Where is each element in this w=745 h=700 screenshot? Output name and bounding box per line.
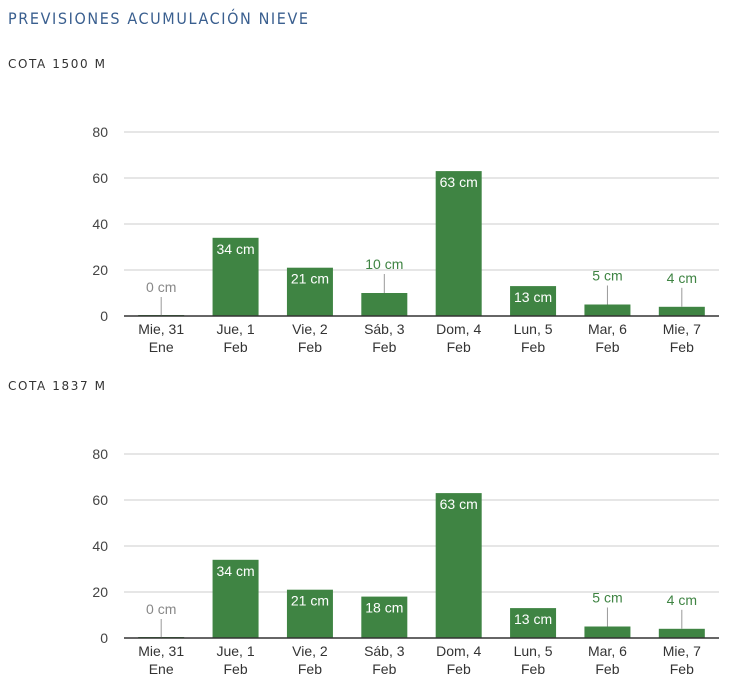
data-label: 63 cm [440, 174, 478, 190]
x-tick-label-sub: Feb [224, 661, 248, 677]
bar[interactable] [584, 304, 631, 317]
bar[interactable] [435, 171, 482, 316]
data-label: 13 cm [514, 289, 552, 305]
data-label: 34 cm [217, 241, 255, 257]
x-tick-label: Sáb, 3 [364, 643, 405, 659]
page-title: PREVISIONES ACUMULACIÓN NIEVE [8, 9, 310, 28]
data-label: 13 cm [514, 611, 552, 627]
x-tick-label: Sáb, 3 [364, 321, 405, 337]
x-tick-label-sub: Feb [224, 339, 248, 355]
x-tick-label: Jue, 1 [216, 643, 254, 659]
x-tick-label-sub: Feb [298, 339, 322, 355]
y-tick-label: 40 [92, 216, 108, 232]
x-tick-label: Mar, 6 [588, 321, 627, 337]
data-label: 21 cm [291, 271, 329, 287]
x-tick-label-sub: Feb [521, 661, 545, 677]
x-tick-label-sub: Feb [372, 661, 396, 677]
y-tick-label: 0 [100, 630, 108, 646]
data-label: 5 cm [592, 268, 622, 284]
x-tick-label: Vie, 2 [292, 643, 328, 659]
bar[interactable] [658, 628, 705, 638]
x-tick-label: Mie, 7 [663, 321, 701, 337]
y-tick-label: 0 [100, 308, 108, 324]
y-tick-label: 80 [92, 124, 108, 140]
x-tick-label-sub: Feb [372, 339, 396, 355]
chart-2-svg: 0 20 40 60 80 0 cm Mie, 31 Ene 34 cm Jue, 1 Feb 21 … [92, 446, 719, 677]
data-label: 5 cm [592, 590, 622, 606]
y-tick-label: 80 [92, 446, 108, 462]
y-tick-label: 60 [92, 492, 108, 508]
y-tick-label: 20 [92, 262, 108, 278]
data-label: 18 cm [365, 600, 403, 616]
bar[interactable] [361, 293, 408, 316]
data-label: 4 cm [667, 592, 697, 608]
x-tick-label: Mie, 31 [138, 643, 184, 659]
x-tick-label: Mie, 7 [663, 643, 701, 659]
bar[interactable] [510, 286, 557, 316]
bar[interactable] [286, 267, 333, 316]
x-tick-label: Mie, 31 [138, 321, 184, 337]
bar[interactable] [361, 596, 408, 638]
data-label: 63 cm [440, 496, 478, 512]
x-tick-label-sub: Feb [595, 339, 619, 355]
x-tick-label-sub: Feb [447, 339, 471, 355]
data-label: 10 cm [365, 256, 403, 272]
data-label: 21 cm [291, 593, 329, 609]
x-tick-label-sub: Ene [149, 339, 174, 355]
x-tick-label-sub: Feb [298, 661, 322, 677]
y-tick-label: 20 [92, 584, 108, 600]
chart-2: 0 20 40 60 80 0 cm Mie, 31 Ene 34 cm Jue, 1 Feb 21 … [0, 432, 745, 692]
x-tick-label-sub: Feb [595, 661, 619, 677]
y-tick-label: 40 [92, 538, 108, 554]
chart-1-title: COTA 1500 M [8, 57, 107, 71]
x-tick-label: Lun, 5 [514, 321, 553, 337]
bar[interactable] [212, 237, 259, 316]
x-tick-label-sub: Feb [521, 339, 545, 355]
data-label: 0 cm [146, 601, 176, 617]
x-tick-label: Lun, 5 [514, 643, 553, 659]
chart-1: 0 20 40 60 80 0 cm Mie, 31 Ene 34 cm Jue, 1 Feb 21 … [0, 110, 745, 370]
bar[interactable] [658, 306, 705, 316]
data-label: 4 cm [667, 270, 697, 286]
x-tick-label: Mar, 6 [588, 643, 627, 659]
data-label: 34 cm [217, 563, 255, 579]
y-tick-label: 60 [92, 170, 108, 186]
data-label: 0 cm [146, 279, 176, 295]
chart-2-title: COTA 1837 M [8, 379, 107, 393]
x-tick-label: Vie, 2 [292, 321, 328, 337]
x-tick-label-sub: Ene [149, 661, 174, 677]
bar[interactable] [584, 626, 631, 639]
bar[interactable] [510, 608, 557, 638]
x-tick-label: Dom, 4 [436, 321, 481, 337]
bar[interactable] [286, 589, 333, 638]
chart-1-svg: 0 20 40 60 80 0 cm Mie, 31 Ene 34 cm Jue, 1 Feb 21 … [92, 124, 719, 355]
x-tick-label-sub: Feb [670, 661, 694, 677]
x-tick-label-sub: Feb [447, 661, 471, 677]
x-tick-label: Dom, 4 [436, 643, 481, 659]
x-tick-label: Jue, 1 [216, 321, 254, 337]
x-tick-label-sub: Feb [670, 339, 694, 355]
bar[interactable] [435, 493, 482, 638]
bar[interactable] [212, 559, 259, 638]
